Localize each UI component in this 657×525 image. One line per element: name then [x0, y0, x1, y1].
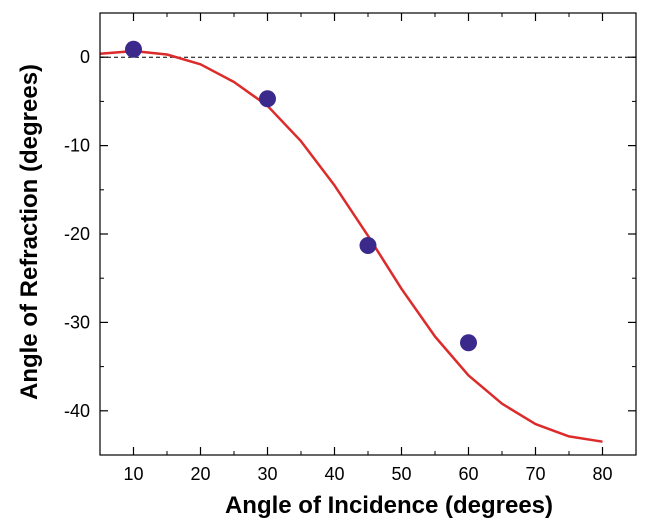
plot-frame	[99, 12, 637, 456]
x-tick-label: 10	[123, 464, 143, 484]
x-tick-label: 50	[391, 464, 411, 484]
x-axis-title: Angle of Incidence (degrees)	[225, 492, 553, 519]
x-tick-label: 60	[458, 464, 478, 484]
x-tick-label: 40	[324, 464, 344, 484]
labels-layer: 10 20 30 40 50 60 70 80 0 -10 -20 -30 -40	[64, 47, 613, 484]
data-point	[125, 40, 142, 58]
data-point	[259, 90, 276, 108]
ticks-layer	[99, 12, 637, 456]
x-tick-label: 20	[190, 464, 210, 484]
data-point	[460, 334, 477, 352]
x-tick-label: 70	[525, 464, 545, 484]
y-tick-label: -10	[64, 136, 90, 156]
y-tick-label: 0	[80, 47, 90, 67]
y-tick-label: -20	[64, 224, 90, 244]
plot-layer	[99, 40, 636, 443]
y-axis-title: Angle of Refraction (degrees)	[16, 64, 43, 400]
data-point	[359, 236, 377, 254]
y-tick-label: -40	[64, 401, 90, 421]
fit-curve-line	[99, 49, 603, 443]
x-tick-label: 80	[592, 464, 612, 484]
x-tick-label: 30	[257, 464, 277, 484]
y-tick-label: -30	[64, 312, 90, 332]
